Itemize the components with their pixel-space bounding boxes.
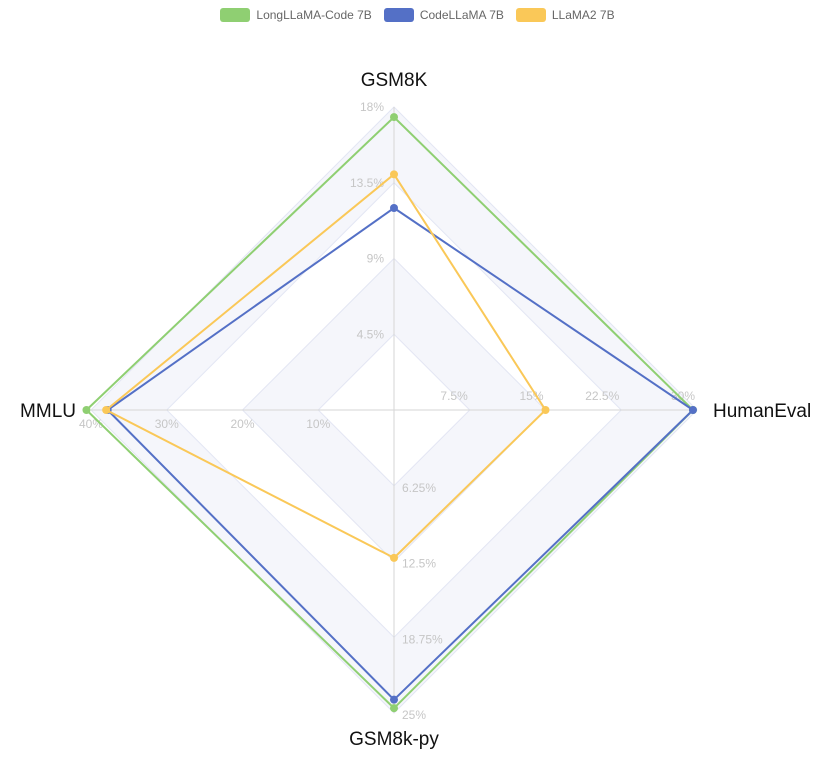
- legend-swatch-longllama: [220, 8, 251, 22]
- tick-label-humaneval-3: 22.5%: [585, 389, 619, 403]
- tick-label-gsm8k-2: 9%: [367, 252, 385, 266]
- data-point-longllama-code-7b-gsm8k-py: [390, 704, 398, 713]
- data-point-longllama-code-7b-mmlu: [82, 406, 91, 414]
- axis-name-mmlu: MMLU: [20, 401, 76, 422]
- radar-axis-names: GSM8K HumanEval GSM8k-py MMLU: [20, 70, 811, 750]
- tick-label-gsm8k-py-2: 12.5%: [402, 557, 436, 571]
- chart-legend: LongLLaMA-Code 7B CodeLLaMA 7B LLaMA2 7B: [0, 8, 835, 22]
- series-codellama-7b: [103, 204, 697, 704]
- radar-series: [82, 113, 697, 713]
- axis-name-gsm8k-py: GSM8k-py: [349, 729, 439, 750]
- tick-label-gsm8k-py-1: 6.25%: [402, 481, 436, 495]
- tick-label-mmlu-3: 30%: [155, 417, 179, 431]
- axis-name-humaneval: HumanEval: [713, 401, 811, 422]
- data-point-llama2-7b-gsm8k: [390, 170, 398, 179]
- legend-item-longllama[interactable]: LongLLaMA-Code 7B: [220, 8, 372, 22]
- tick-label-gsm8k-py-3: 18.75%: [402, 632, 443, 646]
- legend-item-codellama[interactable]: CodeLLaMA 7B: [383, 8, 504, 22]
- legend-label-longllama: LongLLaMA-Code 7B: [256, 8, 372, 22]
- data-point-codellama-7b-gsm8k: [390, 204, 398, 212]
- tick-label-mmlu-1: 10%: [306, 417, 330, 431]
- data-point-llama2-7b-humaneval: [541, 406, 550, 414]
- tick-label-gsm8k-3: 13.5%: [350, 176, 384, 190]
- legend-swatch-llama2: [515, 8, 546, 22]
- data-point-codellama-7b-humaneval: [688, 406, 697, 414]
- tick-label-gsm8k-4: 18%: [360, 100, 384, 114]
- radar-grid: [90, 106, 698, 714]
- axis-name-gsm8k: GSM8K: [361, 70, 428, 91]
- series-llama2-7b: [102, 170, 550, 562]
- tick-label-gsm8k-py-4: 25%: [402, 708, 426, 722]
- data-point-llama2-7b-mmlu: [102, 406, 111, 414]
- legend-label-llama2: LLaMA2 7B: [551, 8, 615, 22]
- tick-label-mmlu-2: 20%: [230, 417, 254, 431]
- data-point-codellama-7b-gsm8k-py: [390, 695, 398, 704]
- data-point-longllama-code-7b-gsm8k: [390, 113, 398, 122]
- tick-label-humaneval-1: 7.5%: [440, 389, 468, 403]
- legend-item-llama2[interactable]: LLaMA2 7B: [515, 8, 615, 22]
- tick-label-gsm8k-1: 4.5%: [357, 327, 385, 341]
- legend-label-codellama: CodeLLaMA 7B: [419, 8, 504, 22]
- data-point-llama2-7b-gsm8k-py: [390, 553, 398, 562]
- legend-swatch-codellama: [383, 8, 414, 22]
